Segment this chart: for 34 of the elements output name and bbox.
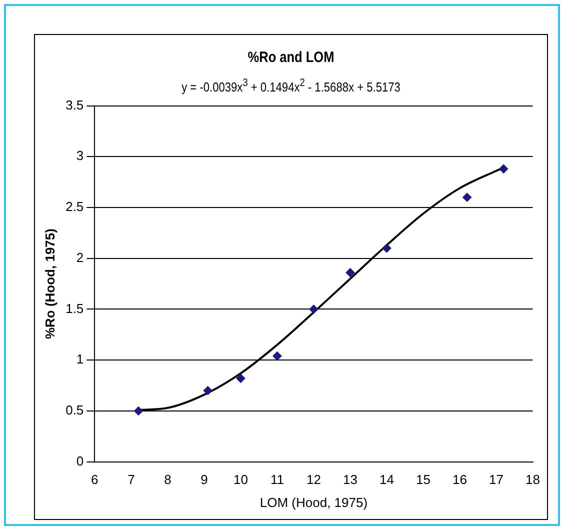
x-tick-label: 18 [526, 472, 540, 488]
y-axis-title: %Ro (Hood, 1975) [42, 228, 58, 340]
x-tick-label: 10 [233, 472, 248, 488]
y-tick-label: 3.5 [66, 97, 84, 112]
x-tick-label: 7 [128, 472, 135, 488]
x-tick-label: 13 [342, 472, 358, 488]
x-tick-label: 16 [452, 472, 467, 488]
x-tick-label: 9 [200, 472, 208, 488]
point [203, 386, 212, 396]
point [309, 304, 318, 314]
y-tick-label: 1 [76, 352, 84, 367]
text: y = -0.0039x$^{3}$ + 0.1494x$^{2}$ - 1.5688x + 5.5173 [180, 77, 402, 94]
y-tick-label: 0 [76, 453, 84, 468]
x-tick-label: 14 [380, 472, 394, 488]
point [236, 374, 246, 383]
y-tick-label: 3 [76, 148, 84, 164]
point [462, 192, 472, 202]
point [134, 406, 143, 416]
x-tick-label: 11 [270, 472, 284, 488]
y-tick-label: 2 [76, 250, 84, 265]
chart-title: %Ro and LOM [246, 49, 336, 66]
x-axis-title: LOM (Hood, 1975) [260, 494, 368, 510]
y-tick-label: 1.5 [66, 300, 84, 316]
x-tick-label: 17 [489, 472, 504, 488]
x-tick-label: 6 [91, 472, 98, 488]
point [272, 352, 282, 361]
x-tick-label: 12 [306, 472, 321, 488]
point [499, 164, 508, 174]
x-tick-label: 8 [164, 472, 172, 488]
point [382, 244, 392, 253]
y-tick-label: 2.5 [66, 199, 84, 214]
x-tick-label: 15 [416, 472, 430, 488]
point [346, 268, 355, 278]
y-tick-label: 0.5 [66, 402, 84, 418]
